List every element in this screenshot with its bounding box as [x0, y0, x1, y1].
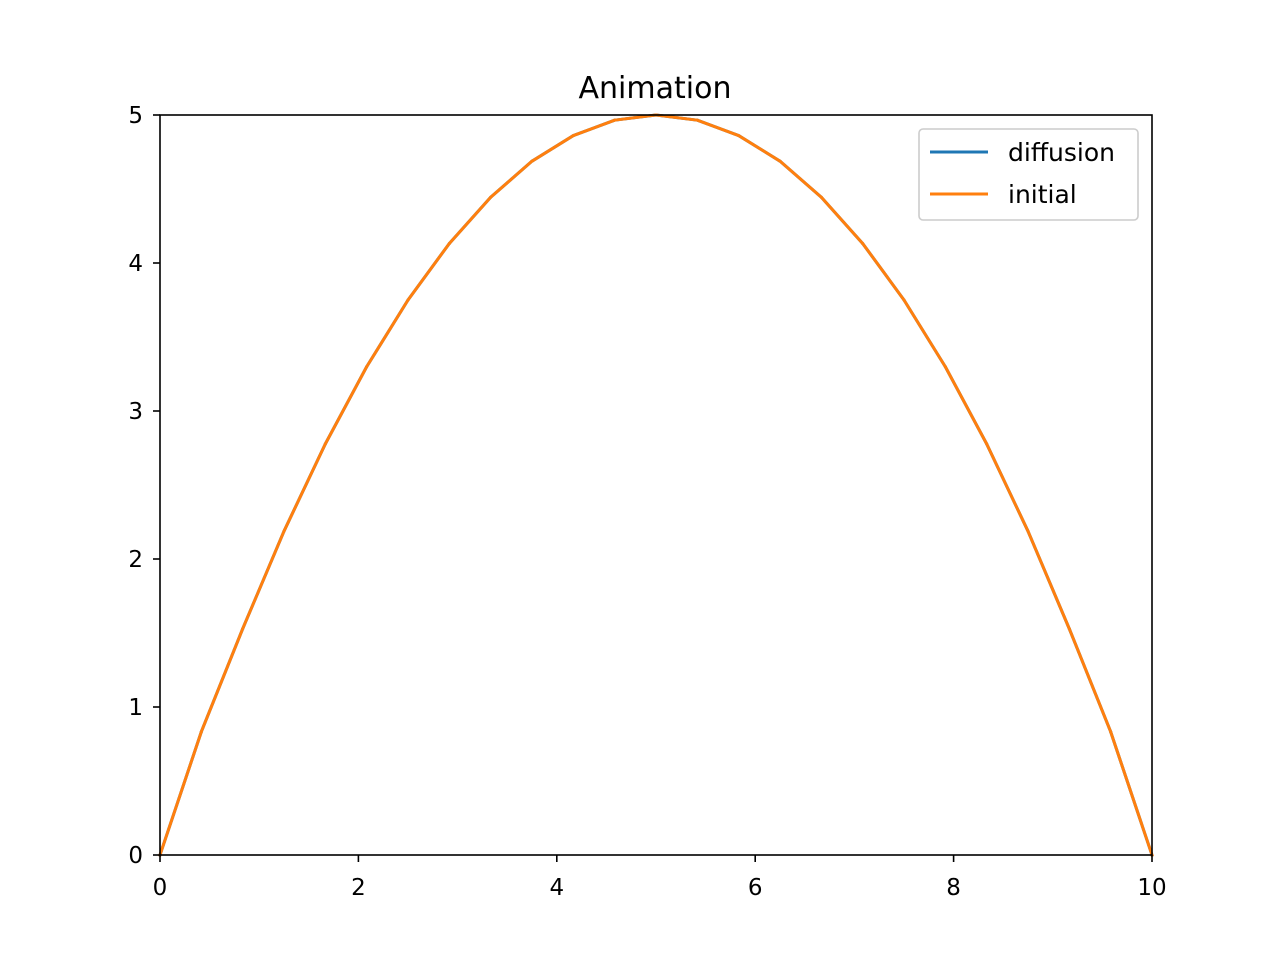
x-tick-label: 4: [549, 875, 564, 901]
data-point-initial: [282, 529, 286, 533]
data-point-initial: [1067, 627, 1071, 631]
data-point-initial: [819, 195, 823, 199]
data-point-initial: [365, 365, 369, 369]
y-axis: 0 1 2 3 4 5: [128, 103, 160, 869]
data-point-initial: [323, 442, 327, 446]
data-point-initial: [489, 195, 493, 199]
data-point-initial: [1109, 730, 1113, 734]
x-tick-label: 8: [946, 875, 961, 901]
y-tick-label: 4: [128, 251, 143, 277]
legend-label-diffusion: diffusion: [1008, 138, 1115, 167]
data-point-initial: [447, 241, 451, 245]
data-point-initial: [1026, 529, 1030, 533]
data-point-initial: [861, 241, 865, 245]
data-point-initial: [737, 134, 741, 138]
data-point-initial: [985, 442, 989, 446]
x-tick-label: 2: [351, 875, 366, 901]
y-tick-label: 5: [128, 103, 143, 129]
data-point-initial: [199, 730, 203, 734]
data-point-initial: [530, 159, 534, 163]
y-tick-label: 0: [128, 843, 143, 869]
plot-area-frame: [159, 114, 1153, 856]
data-point-initial: [778, 159, 782, 163]
x-axis: 0 2 4 6 8 10: [153, 855, 1167, 901]
y-tick-label: 2: [128, 547, 143, 573]
legend-label-initial: initial: [1008, 180, 1077, 209]
data-point-initial: [695, 118, 699, 122]
data-point-initial: [902, 298, 906, 302]
data-point-initial: [571, 134, 575, 138]
data-point-initial: [406, 298, 410, 302]
x-tick-label: 6: [748, 875, 763, 901]
data-point-initial: [613, 118, 617, 122]
data-point-initial: [943, 365, 947, 369]
y-tick-label: 3: [128, 399, 143, 425]
y-tick-label: 1: [128, 695, 143, 721]
x-tick-label: 0: [153, 875, 168, 901]
chart-title: Animation: [579, 71, 732, 106]
data-point-initial: [241, 627, 245, 631]
legend: diffusion initial: [918, 128, 1139, 221]
x-tick-label: 10: [1137, 875, 1166, 901]
